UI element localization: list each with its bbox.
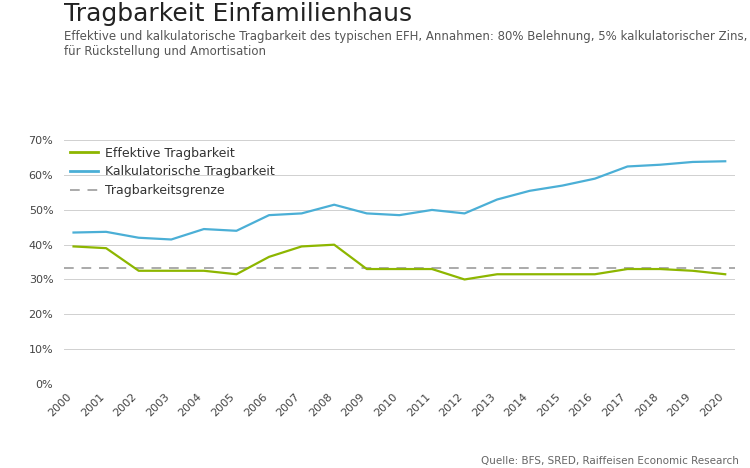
Text: Effektive und kalkulatorische Tragbarkeit des typischen EFH, Annahmen: 80% Beleh: Effektive und kalkulatorische Tragbarkei… bbox=[64, 30, 750, 58]
Legend: Effektive Tragbarkeit, Kalkulatorische Tragbarkeit, Tragbarkeitsgrenze: Effektive Tragbarkeit, Kalkulatorische T… bbox=[70, 146, 274, 197]
Text: Tragbarkeit Einfamilienhaus: Tragbarkeit Einfamilienhaus bbox=[64, 2, 412, 26]
Text: Quelle: BFS, SRED, Raiffeisen Economic Research: Quelle: BFS, SRED, Raiffeisen Economic R… bbox=[481, 456, 739, 466]
